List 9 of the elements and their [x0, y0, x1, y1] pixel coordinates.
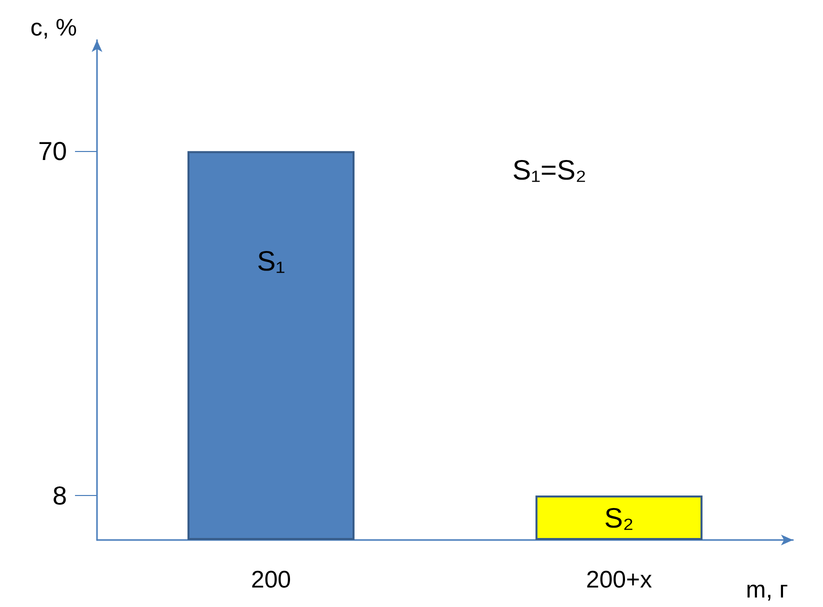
x-tick-label: 200+x — [586, 566, 652, 594]
annotation: S₁=S₂ — [512, 154, 586, 186]
annotation: S₁ — [256, 246, 286, 277]
x-tick-label: 200 — [250, 566, 292, 594]
y-axis-title: c, % — [30, 14, 77, 42]
y-tick-label: 70 — [38, 136, 67, 166]
x-axis-title: m, г — [746, 576, 788, 604]
y-tick-label: 8 — [52, 480, 67, 511]
annotation: S₂ — [604, 502, 634, 534]
